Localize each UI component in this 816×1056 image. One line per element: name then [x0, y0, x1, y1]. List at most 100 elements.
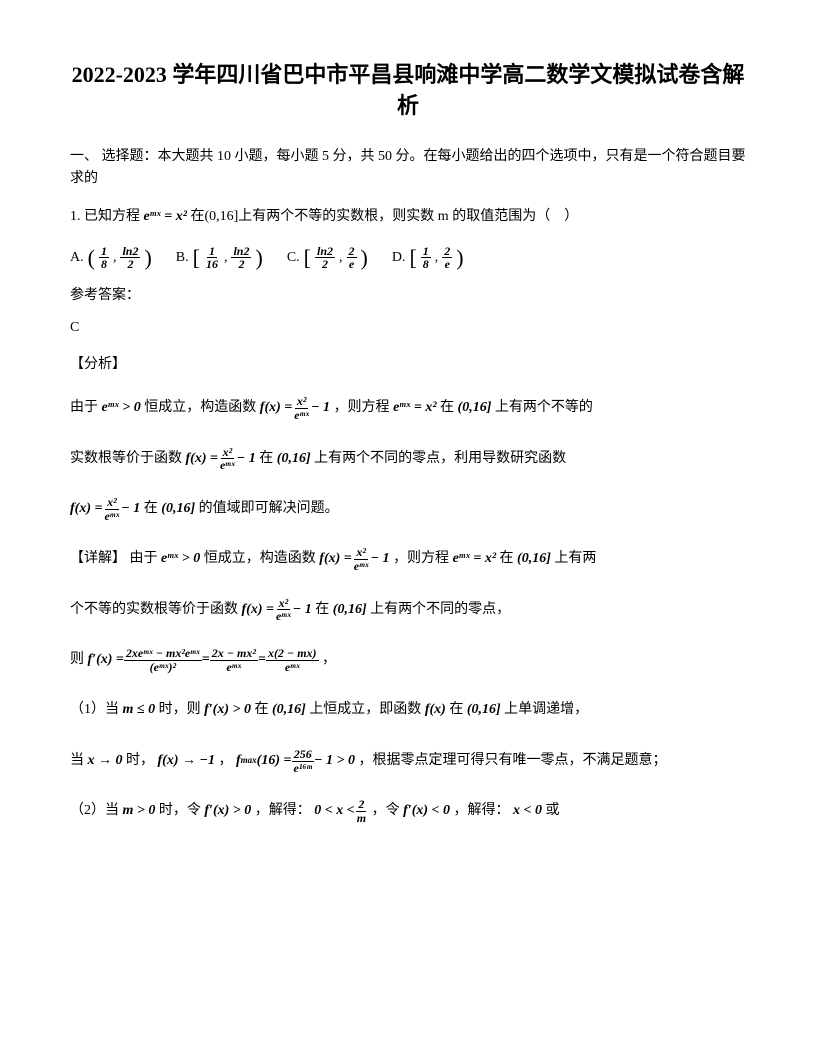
c1-e2: f(x) — [425, 702, 446, 717]
c1e: 在 — [449, 702, 467, 717]
p1b: 恒成立，构造函数 — [144, 400, 260, 415]
p4-expr1: eᵐˣ > 0 — [161, 551, 200, 566]
p4b: 恒成立，构造函数 — [204, 551, 320, 566]
option-a: A. ( 18 , ln22 ) — [70, 245, 152, 271]
open-bracket-icon: [ — [409, 247, 416, 269]
opt-c-r-den: e — [347, 258, 356, 271]
p4d: 在 — [500, 551, 518, 566]
p3b: 的值域即可解决问题。 — [199, 501, 339, 516]
fx-def-2: f(x) = x²eᵐˣ − 1 — [186, 441, 256, 477]
c1d: 上恒成立，即函数 — [309, 702, 425, 717]
c2d: ，令 — [372, 803, 404, 818]
close-paren-icon: ) — [456, 247, 463, 269]
p4e: 上有两 — [554, 551, 596, 566]
close-paren-icon: ) — [255, 247, 262, 269]
opt-d-r-num: 2 — [442, 245, 452, 259]
p1d: 在 — [440, 400, 458, 415]
detail-para-2: 个不等的实数根等价于函数 f(x) = x²eᵐˣ − 1 在 (0,16] 上… — [70, 592, 746, 628]
p2a: 实数根等价于函数 — [70, 451, 186, 466]
option-c: C. [ ln22 , 2e ) — [287, 245, 368, 271]
interval-7: (0,16] — [467, 702, 501, 717]
fx-def-5: f(x) = x²eᵐˣ − 1 — [242, 592, 312, 628]
opt-c-label: C. — [287, 247, 300, 269]
p5a: 个不等的实数根等价于函数 — [70, 602, 242, 617]
page-title: 2022-2023 学年四川省巴中市平昌县响滩中学高二数学文模拟试卷含解析 — [70, 60, 746, 122]
option-b: B. [ 116 , ln22 ) — [176, 245, 263, 271]
p1-expr2: eᵐˣ = x² — [393, 400, 436, 415]
interval-2: (0,16] — [277, 451, 311, 466]
c1gb: 时， — [126, 753, 154, 768]
q1-suffix: 在(0,16]上有两个不等的实数根，则实数 m 的取值范围为（ ） — [190, 209, 578, 224]
c1gd: ，根据零点定理可得只有唯一零点，不满足题意； — [358, 753, 666, 768]
c2a: （2）当 — [70, 803, 123, 818]
c1-cond: m ≤ 0 — [123, 702, 156, 717]
p4-expr2: eᵐˣ = x² — [453, 551, 496, 566]
fx-def-1: f(x) = x²eᵐˣ − 1 — [260, 390, 330, 426]
p1c: ，则方程 — [334, 400, 394, 415]
analysis-para-1: 由于 eᵐˣ > 0 恒成立，构造函数 f(x) = x²eᵐˣ − 1 ，则方… — [70, 390, 746, 426]
answer-label: 参考答案： — [70, 285, 746, 307]
c2e: ，解得： — [454, 803, 510, 818]
c2-e2: 0 < x < 2m — [314, 793, 368, 829]
interval-6: (0,16] — [272, 702, 306, 717]
opt-b-l-num: 1 — [207, 245, 217, 259]
opt-a-l-num: 1 — [99, 245, 109, 259]
opt-c-l-num: ln2 — [315, 245, 335, 259]
opt-b-r-num: ln2 — [231, 245, 251, 259]
c2-e3: f′(x) < 0 — [403, 803, 450, 818]
p5b: 在 — [315, 602, 333, 617]
interval-5: (0,16] — [333, 602, 367, 617]
comma: , — [435, 247, 439, 269]
c2-cond: m > 0 — [123, 803, 156, 818]
p3a: 在 — [144, 501, 162, 516]
p5c: 上有两个不同的零点， — [370, 602, 510, 617]
opt-b-l-den: 16 — [204, 258, 220, 271]
c2b: 时，令 — [159, 803, 205, 818]
comma: , — [224, 247, 228, 269]
interval-4: (0,16] — [517, 551, 551, 566]
option-d: D. [ 18 , 2e ) — [392, 245, 464, 271]
comma: , — [113, 247, 117, 269]
open-paren-icon: ( — [88, 247, 95, 269]
c2c: ，解得： — [255, 803, 311, 818]
c2-e1: f′(x) > 0 — [204, 803, 251, 818]
c1b: 时，则 — [159, 702, 205, 717]
analysis-para-3: f(x) = x²eᵐˣ − 1 在 (0,16] 的值域即可解决问题。 — [70, 491, 746, 527]
fmax-expr: fmax(16) = 256e¹⁶ᵐ − 1 > 0 — [236, 743, 355, 779]
c2-e4: x < 0 — [513, 803, 542, 818]
interval-1: (0,16] — [458, 400, 492, 415]
deriv-label: 则 — [70, 652, 88, 667]
opt-a-r-den: 2 — [125, 258, 135, 271]
c1g-cond: x → 0 — [88, 753, 123, 768]
p1e: 上有两个不等的 — [495, 400, 593, 415]
deriv-expr: f′(x) = 2xeᵐˣ − mx²eᵐˣ(eᵐˣ)² = 2x − mx²e… — [88, 642, 319, 678]
open-bracket-icon: [ — [193, 247, 200, 269]
opt-a-label: A. — [70, 247, 84, 269]
deriv-comma: ， — [322, 652, 336, 667]
c1-e1: f′(x) > 0 — [204, 702, 251, 717]
close-paren-icon: ) — [144, 247, 151, 269]
fx-def-3: f(x) = x²eᵐˣ − 1 — [70, 491, 140, 527]
detail-para-1: 【详解】 由于 eᵐˣ > 0 恒成立，构造函数 f(x) = x²eᵐˣ − … — [70, 541, 746, 577]
q1-eq: eᵐˣ = x² — [144, 209, 187, 224]
derivative-line: 则 f′(x) = 2xeᵐˣ − mx²eᵐˣ(eᵐˣ)² = 2x − mx… — [70, 642, 746, 678]
opt-c-l-den: 2 — [320, 258, 330, 271]
c1a: （1）当 — [70, 702, 123, 717]
c2f: 或 — [545, 803, 559, 818]
analysis-label: 【分析】 — [70, 354, 746, 376]
c1ga: 当 — [70, 753, 88, 768]
section-heading: 一、 选择题：本大题共 10 小题，每小题 5 分，共 50 分。在每小题给出的… — [70, 146, 746, 191]
close-paren-icon: ) — [361, 247, 368, 269]
q1-prefix: 1. 已知方程 — [70, 209, 144, 224]
interval-3: (0,16] — [161, 501, 195, 516]
opt-a-l-den: 8 — [99, 258, 109, 271]
p4c: ，则方程 — [393, 551, 453, 566]
c1g-e1: f(x) → −1 — [158, 753, 215, 768]
c1c: 在 — [254, 702, 272, 717]
fx-def-4: f(x) = x²eᵐˣ − 1 — [319, 541, 389, 577]
question-1: 1. 已知方程 eᵐˣ = x² 在(0,16]上有两个不等的实数根，则实数 m… — [70, 206, 746, 228]
opt-d-label: D. — [392, 247, 406, 269]
opt-d-l-den: 8 — [421, 258, 431, 271]
options-row: A. ( 18 , ln22 ) B. [ 116 , ln22 ) C. [ … — [70, 245, 746, 271]
p2b: 在 — [259, 451, 277, 466]
